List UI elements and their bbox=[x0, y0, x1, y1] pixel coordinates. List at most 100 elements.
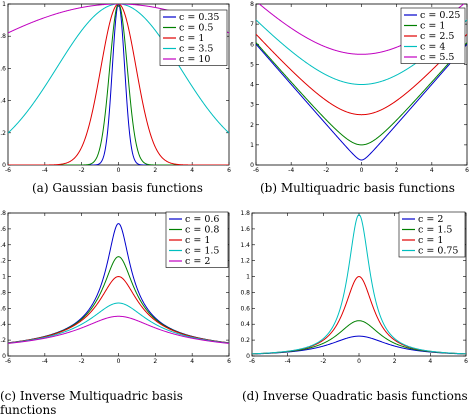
y-tick-label: 5 bbox=[250, 61, 254, 68]
x-tick-label: -2 bbox=[79, 167, 85, 174]
x-tick-label: 4 bbox=[430, 167, 434, 174]
caption-a: (a) Gaussian basis functions bbox=[32, 181, 203, 195]
series-line-5 bbox=[8, 315, 229, 344]
panel-d-chart: -6 -4 -2 0 2 4 6 0 0.2 0.4 0.6 0.8 1 1.2 1.4 1.6 1.8 c = … bbox=[240, 210, 468, 365]
legend-entry: c = 10 bbox=[179, 54, 210, 65]
y-tick-label: 7 bbox=[250, 21, 254, 28]
y-tick-label: 0 bbox=[2, 353, 6, 360]
legend-entry: c = 4 bbox=[420, 42, 445, 53]
x-tick-label: 6 bbox=[464, 358, 468, 365]
x-tick-label: -4 bbox=[42, 167, 48, 174]
x-tick-label: 2 bbox=[153, 358, 157, 365]
legend-entry: c = 1.5 bbox=[418, 225, 452, 236]
legend-entry: c = 0.35 bbox=[179, 12, 219, 23]
x-tick-label: -4 bbox=[288, 167, 294, 174]
series-line-4 bbox=[8, 4, 229, 134]
panel-c-chart: -6 -4 -2 0 2 4 6 0 0.2 0.4 0.6 0.8 1 1.2 1.4 1.6 1.8 c = … bbox=[0, 210, 231, 365]
caption-d: (d) Inverse Quadratic basis functions bbox=[242, 389, 468, 403]
y-tick-label: 0 bbox=[246, 353, 250, 360]
y-tick-label: 3 bbox=[250, 102, 254, 109]
y-tick-label: 4 bbox=[250, 82, 254, 89]
legend-entry: c = 2 bbox=[185, 256, 210, 267]
y-tick-label: 1 bbox=[250, 142, 254, 149]
series-line-2 bbox=[8, 256, 229, 344]
y-tick-label: 0 bbox=[2, 162, 6, 169]
y-tick-label: 0.8 bbox=[0, 33, 6, 40]
y-tick-label: 1.8 bbox=[0, 210, 6, 217]
legend-entry: c = 0.25 bbox=[420, 10, 460, 21]
x-tick-label: 0 bbox=[357, 358, 361, 365]
y-tick-label: 0.2 bbox=[0, 337, 6, 344]
legend-box bbox=[398, 211, 466, 258]
legend-entry: c = 2 bbox=[418, 214, 443, 225]
y-tick-label: 0.2 bbox=[0, 130, 6, 137]
y-tick-label: 1.8 bbox=[240, 210, 250, 217]
x-tick-label: 4 bbox=[428, 358, 432, 365]
x-tick-label: -6 bbox=[249, 358, 255, 365]
x-tick-label: -6 bbox=[253, 167, 259, 174]
series-line-3 bbox=[256, 33, 467, 116]
x-tick-label: -6 bbox=[5, 358, 11, 365]
series-line-4 bbox=[252, 214, 466, 355]
y-tick-label: 1.4 bbox=[240, 242, 250, 249]
x-tick-label: -4 bbox=[285, 358, 291, 365]
legend-entry: c = 1 bbox=[420, 21, 445, 32]
y-tick-label: 1 bbox=[2, 1, 6, 8]
y-tick-label: 1.4 bbox=[0, 242, 6, 249]
y-tick-label: 0.6 bbox=[240, 305, 250, 312]
y-tick-label: 0.4 bbox=[0, 321, 6, 328]
legend-entry: c = 1 bbox=[185, 235, 210, 246]
legend-entry: c = 5.5 bbox=[420, 52, 454, 63]
series-line-3 bbox=[8, 4, 229, 165]
y-tick-label: 1.2 bbox=[240, 258, 250, 265]
series-line-2 bbox=[256, 42, 467, 146]
y-tick-label: 0.8 bbox=[240, 289, 250, 296]
legend-entry: c = 0.5 bbox=[179, 23, 213, 34]
x-tick-label: 6 bbox=[227, 358, 231, 365]
y-tick-label: 1.6 bbox=[240, 226, 250, 233]
y-tick-label: 0.8 bbox=[0, 289, 6, 296]
series-line-1 bbox=[256, 43, 467, 161]
y-tick-label: 2 bbox=[250, 122, 254, 129]
series-line-2 bbox=[252, 320, 466, 355]
x-tick-label: 0 bbox=[117, 358, 121, 365]
y-tick-label: 8 bbox=[250, 1, 254, 8]
legend-entry: c = 1 bbox=[179, 33, 204, 44]
y-tick-label: 0.4 bbox=[240, 321, 250, 328]
y-tick-label: 0.4 bbox=[0, 98, 6, 105]
x-tick-label: 2 bbox=[153, 167, 157, 174]
y-tick-label: 6 bbox=[250, 41, 254, 48]
legend-entry: c = 0.6 bbox=[185, 214, 219, 225]
x-tick-label: -2 bbox=[79, 358, 85, 365]
x-tick-label: -2 bbox=[320, 358, 326, 365]
legend-entry: c = 1 bbox=[418, 235, 443, 246]
x-tick-label: 4 bbox=[190, 358, 194, 365]
y-tick-label: 1 bbox=[2, 274, 6, 281]
legend-entry: c = 3.5 bbox=[179, 44, 213, 55]
legend-entry: c = 0.75 bbox=[418, 246, 458, 257]
caption-b: (b) Multiquadric basis functions bbox=[260, 181, 455, 195]
x-tick-label: 0 bbox=[360, 167, 364, 174]
series-line-3 bbox=[8, 276, 229, 344]
series-line-4 bbox=[8, 302, 229, 344]
y-tick-label: 0.6 bbox=[0, 65, 6, 72]
series-line-3 bbox=[252, 276, 466, 355]
x-tick-label: 4 bbox=[190, 167, 194, 174]
x-tick-label: 0 bbox=[117, 167, 121, 174]
x-tick-label: -4 bbox=[42, 358, 48, 365]
y-tick-label: 0.6 bbox=[0, 305, 6, 312]
legend-entry: c = 1.5 bbox=[185, 246, 219, 257]
y-tick-label: 1 bbox=[246, 274, 250, 281]
x-tick-label: 2 bbox=[395, 167, 399, 174]
legend-entry: c = 2.5 bbox=[420, 31, 454, 42]
x-tick-label: 6 bbox=[227, 167, 231, 174]
x-tick-label: 6 bbox=[465, 167, 469, 174]
y-tick-label: 0 bbox=[250, 162, 254, 169]
legend-entry: c = 0.8 bbox=[185, 225, 219, 236]
x-tick-label: -6 bbox=[5, 167, 11, 174]
caption-c: (c) Inverse Multiquadric basis functions bbox=[0, 389, 183, 417]
x-tick-label: 2 bbox=[393, 358, 397, 365]
